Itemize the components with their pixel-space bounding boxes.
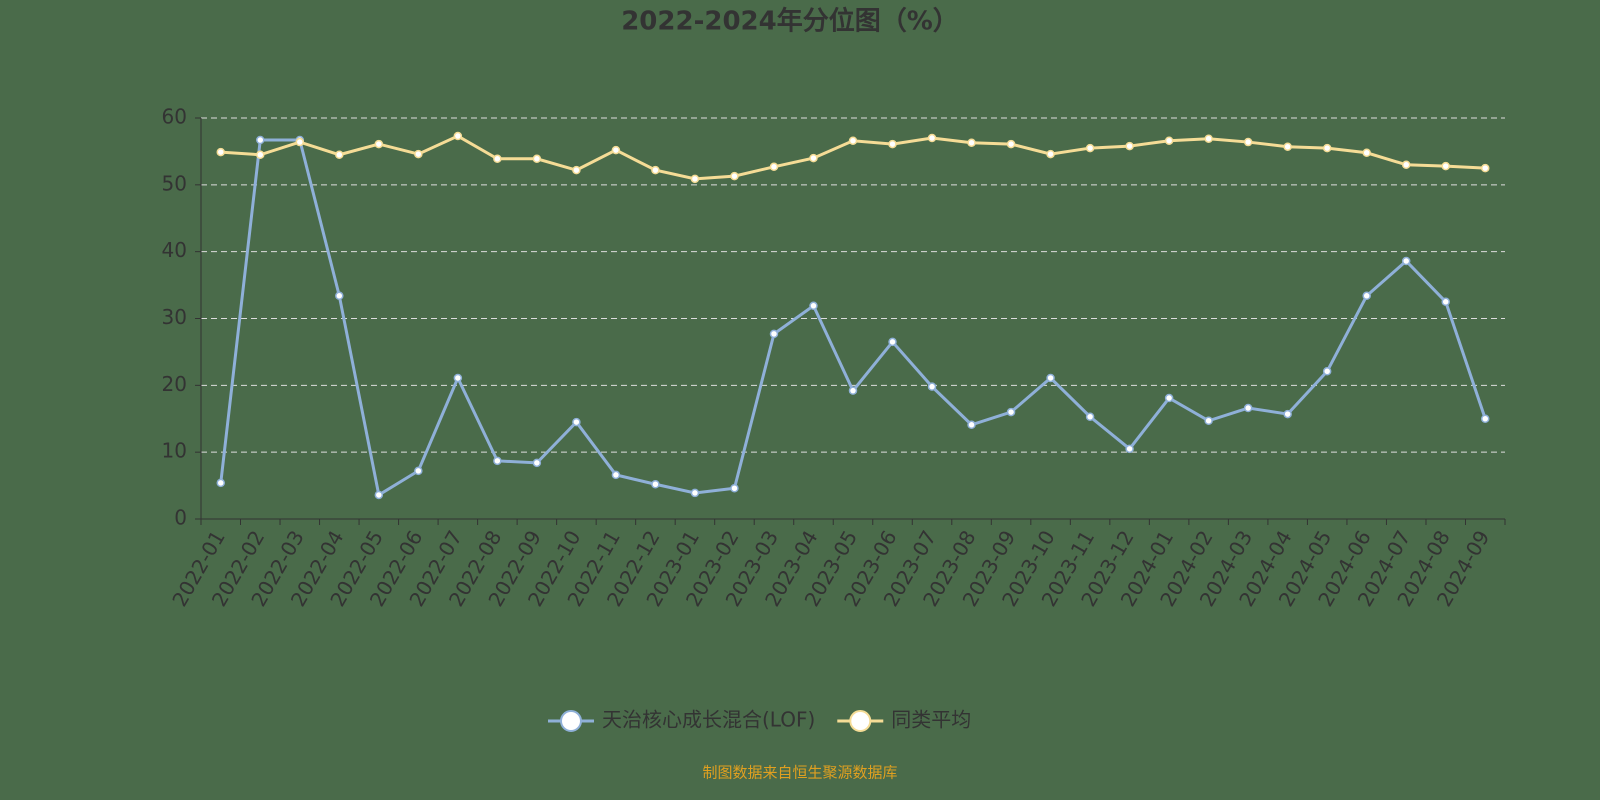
legend-item: 天治核心成长混合(LOF) (548, 708, 815, 732)
point (216, 147, 226, 157)
point (651, 165, 660, 175)
point (335, 150, 344, 160)
point (967, 420, 976, 430)
point (1441, 297, 1450, 307)
y-tick-label: 40 (162, 238, 187, 262)
point (493, 456, 502, 466)
legend-item: 同类平均 (837, 708, 971, 732)
point (1164, 136, 1174, 145)
point (1164, 393, 1174, 403)
point (888, 337, 897, 347)
point (690, 174, 700, 184)
legend-label: 同类平均 (891, 708, 971, 732)
point (848, 136, 858, 145)
point (1362, 291, 1371, 301)
point (1401, 160, 1411, 170)
point (1046, 373, 1055, 383)
point (295, 137, 305, 147)
point (730, 171, 739, 181)
point (1362, 148, 1371, 158)
point (374, 139, 384, 149)
point (1441, 161, 1450, 171)
point (848, 386, 858, 395)
point (374, 490, 384, 500)
point (1322, 143, 1332, 153)
point (532, 154, 542, 164)
point (1125, 444, 1134, 454)
point (1006, 139, 1016, 149)
point (690, 488, 700, 498)
point (888, 139, 897, 149)
point (572, 165, 581, 175)
point (1006, 407, 1016, 417)
point (1085, 143, 1095, 153)
point (1243, 403, 1253, 413)
legend-label: 天治核心成长混合(LOF) (602, 708, 815, 732)
point (1204, 134, 1213, 143)
point (1283, 142, 1292, 151)
point (809, 301, 818, 311)
point (1125, 141, 1134, 151)
point (1204, 416, 1213, 426)
point (453, 131, 463, 141)
point (809, 153, 818, 163)
point (1046, 149, 1055, 159)
point (572, 417, 581, 427)
point (967, 138, 976, 147)
point (769, 162, 779, 172)
point (1085, 412, 1095, 421)
point (730, 484, 739, 493)
y-tick-label: 30 (162, 305, 187, 329)
point (335, 291, 344, 301)
y-tick-label: 20 (162, 372, 187, 396)
footnote: 制图数据来自恒生聚源数据库 (702, 764, 897, 782)
point (532, 458, 542, 468)
point (256, 150, 265, 160)
point (453, 373, 463, 383)
y-tick-label: 10 (162, 439, 187, 463)
point (256, 135, 265, 145)
point (1480, 414, 1490, 423)
point (216, 478, 226, 488)
point (927, 133, 937, 143)
chart-title: 2022-2024年分位图（%） (621, 6, 959, 37)
legend-marker (849, 710, 872, 732)
point (611, 145, 621, 155)
point (493, 154, 502, 164)
point (1283, 409, 1292, 419)
point (1480, 163, 1490, 173)
point (414, 149, 423, 159)
point (611, 470, 621, 480)
y-tick-label: 0 (174, 506, 187, 530)
point (927, 382, 937, 391)
point (1322, 367, 1332, 376)
point (651, 479, 660, 489)
legend-marker (560, 710, 582, 732)
point (414, 466, 423, 476)
point (1401, 256, 1411, 266)
point (1243, 137, 1253, 147)
point (769, 329, 779, 339)
y-tick-label: 60 (162, 105, 187, 129)
y-tick-label: 50 (162, 171, 187, 195)
